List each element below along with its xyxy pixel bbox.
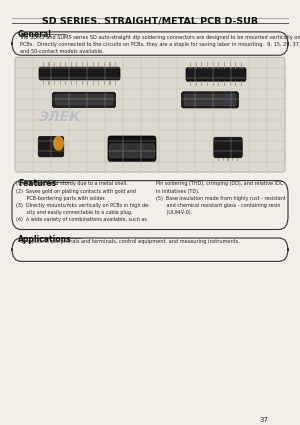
Bar: [224, 62, 225, 68]
Bar: [241, 62, 242, 68]
Bar: [43, 62, 44, 67]
Bar: [115, 80, 116, 85]
Bar: [59, 80, 61, 85]
Bar: [59, 62, 61, 67]
Bar: [70, 80, 72, 85]
Bar: [230, 62, 231, 68]
Text: General: General: [18, 30, 52, 39]
FancyBboxPatch shape: [56, 95, 112, 105]
Text: 37: 37: [260, 417, 268, 423]
Bar: [110, 80, 111, 85]
Bar: [82, 62, 83, 67]
Bar: [230, 81, 231, 86]
Bar: [207, 81, 208, 86]
FancyBboxPatch shape: [110, 144, 154, 158]
Bar: [190, 81, 191, 86]
Bar: [223, 158, 224, 161]
FancyBboxPatch shape: [38, 136, 64, 157]
Bar: [190, 62, 191, 68]
Bar: [98, 80, 100, 85]
Bar: [48, 80, 50, 85]
Bar: [207, 62, 208, 68]
Bar: [218, 62, 219, 68]
Bar: [218, 81, 219, 86]
Bar: [213, 62, 214, 68]
Bar: [43, 80, 44, 85]
Text: Features: Features: [18, 178, 56, 187]
Bar: [65, 80, 66, 85]
Bar: [70, 62, 72, 67]
Bar: [76, 80, 77, 85]
Bar: [110, 62, 111, 67]
FancyBboxPatch shape: [182, 92, 238, 108]
FancyBboxPatch shape: [108, 136, 156, 162]
Bar: [235, 81, 236, 86]
Bar: [65, 62, 66, 67]
Bar: [54, 62, 55, 67]
Bar: [104, 80, 105, 85]
FancyBboxPatch shape: [214, 137, 242, 158]
Bar: [87, 62, 88, 67]
Bar: [241, 81, 242, 86]
Bar: [201, 81, 202, 86]
Text: Applications: Applications: [18, 235, 72, 244]
Bar: [213, 81, 214, 86]
FancyBboxPatch shape: [186, 68, 246, 81]
Text: Computers, peripherals and terminals, control equipment, and measuring instrumen: Computers, peripherals and terminals, co…: [20, 239, 239, 244]
Bar: [54, 80, 55, 85]
Bar: [82, 80, 83, 85]
FancyBboxPatch shape: [52, 92, 116, 108]
Text: (1)  Compact and sturdy due to a metal shell.
(2)  Saves gold on plating contact: (1) Compact and sturdy due to a metal sh…: [16, 181, 150, 222]
Text: The SDMS and SUMS series SD auto-straight dip soldering connectors are designed : The SDMS and SUMS series SD auto-straigh…: [20, 35, 300, 54]
Bar: [224, 81, 225, 86]
Bar: [196, 81, 197, 86]
Text: Pin soldering (THD), crimping (DD), and relative IDC
in initiatives (TD).
(5)  B: Pin soldering (THD), crimping (DD), and …: [156, 181, 286, 215]
Bar: [237, 158, 238, 161]
Bar: [93, 80, 94, 85]
Bar: [87, 80, 88, 85]
Bar: [104, 62, 105, 67]
Bar: [227, 158, 229, 161]
Bar: [235, 62, 236, 68]
Text: SD SERIES. STRAIGHT/METAL PCB D-SUB: SD SERIES. STRAIGHT/METAL PCB D-SUB: [42, 16, 258, 26]
FancyBboxPatch shape: [39, 67, 120, 80]
Circle shape: [54, 136, 63, 150]
Bar: [93, 62, 94, 67]
Text: У: У: [222, 90, 235, 108]
Text: ЭЛЕ: ЭЛЕ: [54, 142, 68, 147]
Bar: [76, 62, 77, 67]
Text: ЭЛЕК: ЭЛЕК: [39, 110, 82, 124]
Bar: [232, 158, 233, 161]
Bar: [115, 62, 116, 67]
Bar: [201, 62, 202, 68]
Bar: [218, 158, 219, 161]
Bar: [196, 62, 197, 68]
FancyBboxPatch shape: [184, 94, 236, 105]
FancyBboxPatch shape: [15, 57, 285, 172]
Bar: [48, 62, 50, 67]
Bar: [98, 62, 100, 67]
